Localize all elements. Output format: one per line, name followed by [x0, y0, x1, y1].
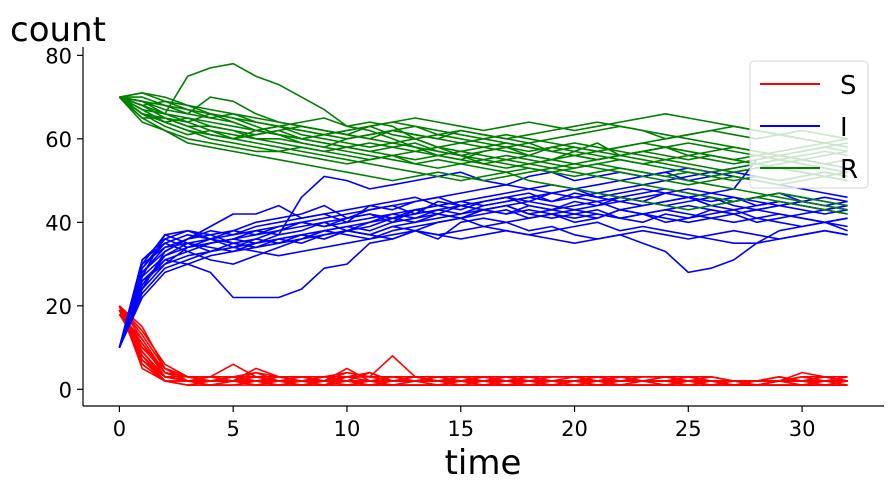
series-r-run-10 [118, 96, 848, 207]
series-i-run-14 [118, 154, 848, 348]
legend-box [749, 60, 869, 189]
series-s-run-15 [118, 309, 848, 382]
series-i-run-11 [118, 167, 848, 348]
series-s-run-8 [118, 313, 848, 382]
series-i-run-4 [118, 196, 848, 348]
series-s-run-9 [118, 309, 848, 386]
y-tick-label: 0 [59, 378, 72, 402]
legend-label-i: I [840, 113, 848, 143]
x-tick-label: 5 [227, 417, 240, 441]
y-axis-title: count [10, 10, 106, 50]
series-i-run-6 [118, 200, 848, 348]
legend: SIR [749, 60, 869, 189]
x-tick-label: 15 [447, 417, 474, 441]
axis-ticks: 0 5 10 15 20 25 30 0 20 40 60 80 [45, 44, 815, 441]
y-tick-label: 20 [45, 295, 72, 319]
series-i-run-2 [118, 217, 848, 348]
series-i-run-10 [118, 209, 848, 348]
x-tick-label: 20 [561, 417, 588, 441]
series-i-run-3 [118, 196, 848, 348]
series-s-run-13 [118, 309, 848, 386]
series-s-run-12 [118, 313, 848, 382]
series-s-run-4 [118, 305, 848, 386]
series-s-run-2 [118, 305, 848, 386]
series-r-run-4 [118, 96, 848, 148]
series-s-run-20 [118, 309, 848, 382]
series-r-run-18 [118, 96, 848, 186]
series-r-run-5 [119, 92, 848, 173]
series-r-run-17 [119, 96, 848, 178]
series-i-run-7 [118, 209, 848, 348]
series-i-run-16 [118, 204, 848, 348]
series-r-run-9 [119, 96, 848, 157]
series-s-run-5 [118, 305, 848, 386]
series-r-run-2 [119, 96, 848, 182]
series-r-run-14 [119, 96, 848, 161]
x-tick-label: 25 [675, 417, 702, 441]
series-lines [118, 62, 848, 386]
y-tick-label: 60 [45, 128, 72, 152]
series-i-run-17 [118, 229, 848, 348]
series-s-run-19 [118, 305, 848, 382]
series-s-run-11 [118, 305, 848, 382]
series-s-run-3 [118, 305, 848, 382]
legend-label-s: S [840, 71, 857, 101]
series-r-run-1 [119, 62, 848, 165]
series-s-run-7 [118, 309, 848, 382]
series-s-run-10 [118, 305, 848, 386]
series-s-run-6 [118, 309, 848, 386]
y-tick-label: 80 [45, 44, 72, 68]
x-tick-label: 0 [113, 417, 126, 441]
series-s-run-1 [118, 305, 848, 386]
series-r-run-13 [119, 92, 848, 211]
series-s-run-14 [118, 305, 848, 382]
series-r-run-12 [118, 96, 848, 215]
series-s-run-16 [118, 305, 848, 386]
legend-label-r: R [840, 155, 858, 185]
y-tick-label: 40 [45, 211, 72, 235]
series-i-run-12 [118, 158, 848, 348]
x-tick-label: 30 [789, 417, 816, 441]
x-tick-label: 10 [334, 417, 361, 441]
series-s-run-18 [118, 309, 848, 382]
series-r-run-15 [118, 96, 848, 173]
series-s-run-17 [118, 313, 848, 382]
axes [82, 47, 884, 407]
x-axis-title: time [445, 443, 522, 483]
